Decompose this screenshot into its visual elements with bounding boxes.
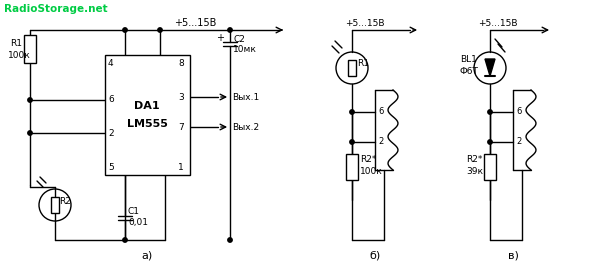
Bar xyxy=(484,154,496,180)
Text: DA1: DA1 xyxy=(134,101,160,111)
Circle shape xyxy=(488,140,492,144)
Text: 2: 2 xyxy=(108,129,114,138)
Text: R2*: R2* xyxy=(466,155,482,164)
Text: +5...15В: +5...15В xyxy=(478,18,518,27)
Text: 1: 1 xyxy=(178,163,184,172)
Circle shape xyxy=(350,140,354,144)
Text: R1: R1 xyxy=(357,59,369,68)
Circle shape xyxy=(350,110,354,114)
Text: +: + xyxy=(216,33,224,43)
Circle shape xyxy=(228,238,232,242)
Text: 10мк: 10мк xyxy=(233,45,257,54)
Polygon shape xyxy=(485,59,495,76)
Text: Вых.2: Вых.2 xyxy=(232,122,259,131)
Text: 4: 4 xyxy=(108,59,114,68)
Circle shape xyxy=(28,98,32,102)
Text: 2: 2 xyxy=(516,138,521,147)
Bar xyxy=(348,60,356,76)
Text: 0,01: 0,01 xyxy=(128,218,148,227)
Text: 100к: 100к xyxy=(360,167,383,177)
Circle shape xyxy=(123,28,127,32)
Text: BL1: BL1 xyxy=(460,55,477,64)
Text: C1: C1 xyxy=(128,208,140,216)
Circle shape xyxy=(28,131,32,135)
Circle shape xyxy=(158,28,162,32)
Text: a): a) xyxy=(141,251,153,261)
Text: R2*: R2* xyxy=(360,155,376,164)
Text: C2: C2 xyxy=(233,35,245,44)
Text: 6: 6 xyxy=(516,107,521,116)
Text: в): в) xyxy=(508,251,519,261)
Text: +5...15В: +5...15В xyxy=(174,18,216,28)
Text: R2: R2 xyxy=(59,196,71,205)
Text: Ф6Т: Ф6Т xyxy=(460,68,479,77)
Text: 8: 8 xyxy=(178,59,184,68)
Circle shape xyxy=(228,28,232,32)
Bar xyxy=(105,55,190,175)
Circle shape xyxy=(488,110,492,114)
Text: +5...15В: +5...15В xyxy=(345,18,385,27)
Text: 5: 5 xyxy=(108,163,114,172)
Text: 2: 2 xyxy=(378,138,383,147)
Text: 7: 7 xyxy=(178,122,184,131)
Text: Вых.1: Вых.1 xyxy=(232,92,259,101)
Bar xyxy=(346,154,358,180)
Text: LM555: LM555 xyxy=(127,119,167,129)
Text: 6: 6 xyxy=(378,107,384,116)
Text: R1: R1 xyxy=(10,39,22,48)
Bar xyxy=(24,35,36,63)
Text: 6: 6 xyxy=(108,96,114,105)
Text: 3: 3 xyxy=(178,92,184,101)
Circle shape xyxy=(123,238,127,242)
Bar xyxy=(51,197,59,213)
Text: 39к: 39к xyxy=(466,167,483,177)
Text: RadioStorage.net: RadioStorage.net xyxy=(4,4,108,14)
Text: б): б) xyxy=(370,251,381,261)
Text: 100к: 100к xyxy=(8,50,31,59)
